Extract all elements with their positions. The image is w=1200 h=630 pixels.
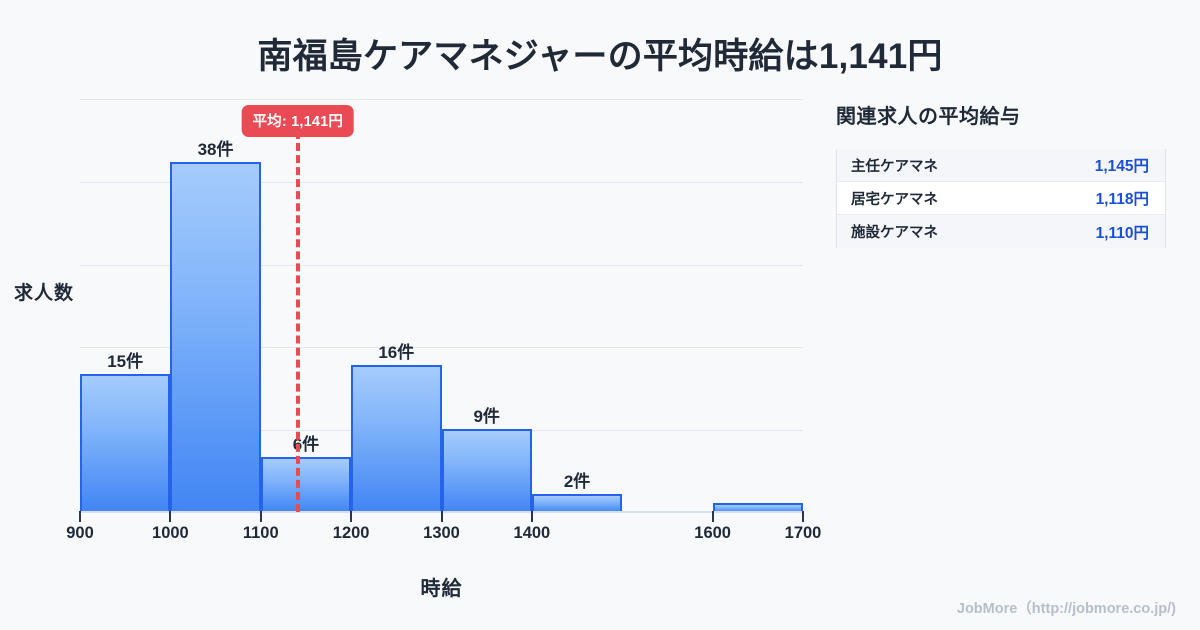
x-axis-tick <box>79 511 81 522</box>
x-axis-tick-label: 1600 <box>694 524 731 542</box>
salary-row-value: 1,110円 <box>1095 224 1149 242</box>
x-axis-tick <box>259 511 262 522</box>
gridline <box>80 99 803 100</box>
x-axis-tick-label: 1700 <box>784 524 822 542</box>
x-axis-tick-label: 1400 <box>513 524 551 542</box>
x-axis-title: 時給 <box>420 578 463 600</box>
salary-row-value: 1,145円 <box>1094 158 1149 175</box>
x-axis-tick <box>802 511 804 522</box>
x-axis-tick-label: 1100 <box>242 524 279 542</box>
x-axis-tick <box>530 511 533 522</box>
salary-row-name: 施設ケアマネ <box>851 225 938 241</box>
x-axis-tick <box>440 511 443 522</box>
bar-value-label: 2件 <box>563 471 591 491</box>
x-axis-tick <box>169 511 172 522</box>
x-axis-tick <box>711 511 714 522</box>
histogram-bar <box>712 502 803 512</box>
salary-row: 施設ケアマネ 1,110円 <box>837 215 1165 248</box>
gridline <box>80 347 803 348</box>
bar-value-label: 16件 <box>378 342 415 362</box>
histogram-bar <box>170 162 261 512</box>
average-line <box>295 131 300 512</box>
salary-row-name: 主任ケアマネ <box>851 158 938 175</box>
y-axis-title: 求人数 <box>14 283 75 304</box>
related-salary-title: 関連求人の平均給与 <box>836 106 1021 128</box>
page-title: 南福島ケアマネジャーの平均時給は1,141円 <box>257 37 943 76</box>
bar-value-label: 38件 <box>197 140 234 160</box>
histogram-bar <box>441 429 532 512</box>
related-salary-panel: 関連求人の平均給与 主任ケアマネ 1,145円居宅ケアマネ 1,118円施設ケアマネ… <box>836 100 1166 248</box>
x-axis-tick-label: 1200 <box>332 524 370 542</box>
related-salary-table: 主任ケアマネ 1,145円居宅ケアマネ 1,118円施設ケアマネ 1,110円 <box>836 149 1166 248</box>
chart-plot-area <box>80 99 803 512</box>
gridline <box>80 265 803 266</box>
average-badge: 平均: 1,141円 <box>241 105 355 137</box>
histogram-bar <box>80 374 171 512</box>
footer-watermark: JobMore（http://jobmore.co.jp/) <box>956 601 1176 617</box>
x-axis-tick-label: 1000 <box>152 524 189 542</box>
x-axis-tick <box>350 511 353 522</box>
x-axis-tick-label: 1300 <box>423 524 460 542</box>
gridline <box>80 182 803 183</box>
bar-value-label: 15件 <box>107 352 144 371</box>
histogram-bar <box>531 493 623 512</box>
x-axis-tick-label: 900 <box>66 524 94 542</box>
histogram-bar <box>260 456 352 512</box>
salary-row-name: 居宅ケアマネ <box>851 191 938 208</box>
bar-value-label: 9件 <box>473 407 500 427</box>
salary-row-value: 1,118円 <box>1095 191 1149 208</box>
salary-row: 居宅ケアマネ 1,118円 <box>837 182 1165 215</box>
salary-row: 主任ケアマネ 1,145円 <box>837 149 1165 182</box>
histogram-bar <box>351 364 442 512</box>
